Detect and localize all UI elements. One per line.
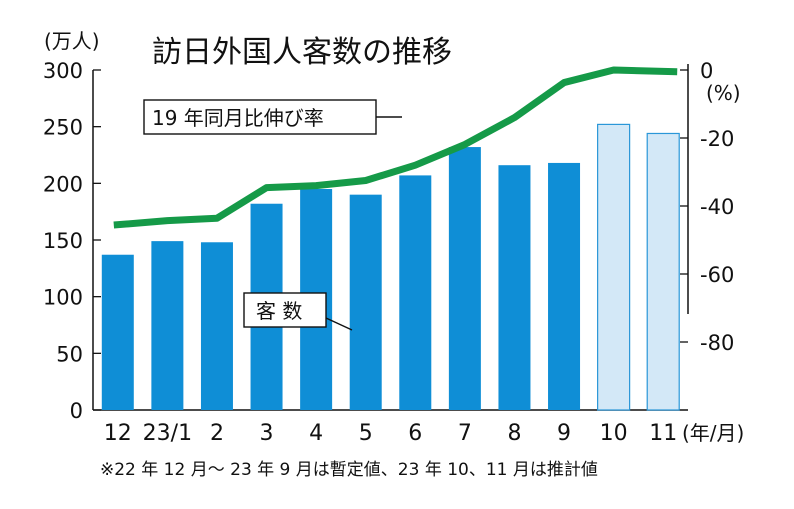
x-axis-unit: (年/月) bbox=[682, 421, 744, 445]
right-tick-label: 0 bbox=[700, 59, 713, 83]
bar-estimate bbox=[597, 123, 631, 411]
right-tick-label: -20 bbox=[700, 127, 734, 151]
x-tick-label: 3 bbox=[260, 421, 274, 446]
right-tick-label: -80 bbox=[700, 331, 734, 355]
x-tick-label: 8 bbox=[507, 421, 521, 446]
bar bbox=[349, 194, 382, 410]
line-series-label: 19 年同月比伸び率 bbox=[152, 106, 324, 130]
chart-title: 訪日外国人客数の推移 bbox=[152, 35, 452, 70]
x-tick-label: 10 bbox=[600, 421, 628, 446]
x-tick-label: 7 bbox=[458, 421, 472, 446]
bar-series-callout: 客 数 bbox=[243, 292, 353, 331]
x-tick-label: 9 bbox=[557, 421, 571, 446]
x-tick-label: 5 bbox=[359, 421, 373, 446]
x-tick-label: 6 bbox=[408, 421, 422, 446]
bar bbox=[151, 241, 184, 410]
bar-callout-leader bbox=[325, 317, 353, 331]
right-tick-label: -60 bbox=[700, 263, 734, 287]
bar bbox=[448, 147, 481, 411]
x-tick-label: 23/1 bbox=[143, 421, 192, 446]
bar bbox=[200, 242, 233, 410]
left-axis-unit: (万人) bbox=[44, 29, 100, 53]
bar bbox=[399, 175, 432, 410]
bar-estimate bbox=[646, 132, 680, 411]
x-tick-label: 12 bbox=[104, 421, 132, 446]
left-tick-label: 100 bbox=[43, 286, 83, 310]
left-tick-label: 0 bbox=[70, 399, 83, 423]
growth-rate-line bbox=[113, 66, 678, 229]
x-tick-label: 11 bbox=[649, 421, 677, 446]
left-tick-label: 300 bbox=[43, 59, 83, 83]
bar-series-label: 客 数 bbox=[256, 299, 302, 323]
left-tick-label: 150 bbox=[43, 229, 83, 253]
left-tick-label: 200 bbox=[43, 172, 83, 196]
x-tick-label: 4 bbox=[309, 421, 323, 446]
x-tick-label: 2 bbox=[210, 421, 224, 446]
bar bbox=[498, 165, 531, 410]
right-axis-unit: (%) bbox=[706, 81, 741, 105]
bar bbox=[548, 162, 581, 410]
left-tick-label: 250 bbox=[43, 116, 83, 140]
bar bbox=[101, 254, 134, 410]
left-tick-label: 50 bbox=[56, 342, 83, 366]
bar-callout-box bbox=[243, 292, 327, 328]
line-series-callout: 19 年同月比伸び率 bbox=[143, 99, 402, 135]
right-tick-label: -40 bbox=[700, 195, 734, 219]
line-callout-box bbox=[143, 99, 377, 135]
footnote: ※22 年 12 月～ 23 年 9 月は暫定値、23 年 10、11 月は推計… bbox=[100, 460, 598, 480]
